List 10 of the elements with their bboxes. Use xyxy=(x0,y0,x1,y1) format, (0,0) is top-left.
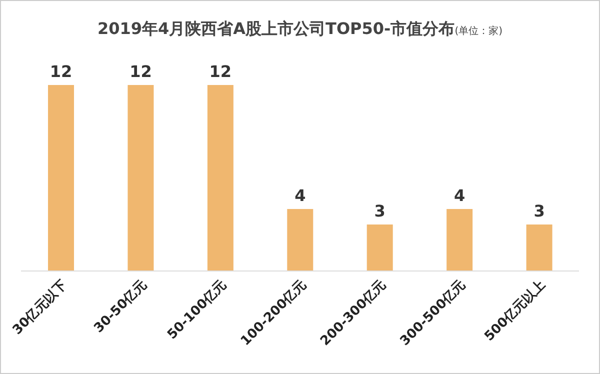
chart-title: 2019年4月陕西省A股上市公司TOP50-市值分布 xyxy=(97,19,455,38)
data-label: 12 xyxy=(50,62,72,81)
data-label: 3 xyxy=(374,202,386,220)
data-label: 12 xyxy=(209,62,232,81)
data-label: 4 xyxy=(294,186,306,205)
data-label: 4 xyxy=(454,186,466,205)
x-tick-label: 30亿元以下 xyxy=(10,278,70,338)
data-label: 12 xyxy=(130,62,152,81)
data-label: 3 xyxy=(534,202,545,220)
chart-subtitle: (单位：家) xyxy=(454,26,502,37)
